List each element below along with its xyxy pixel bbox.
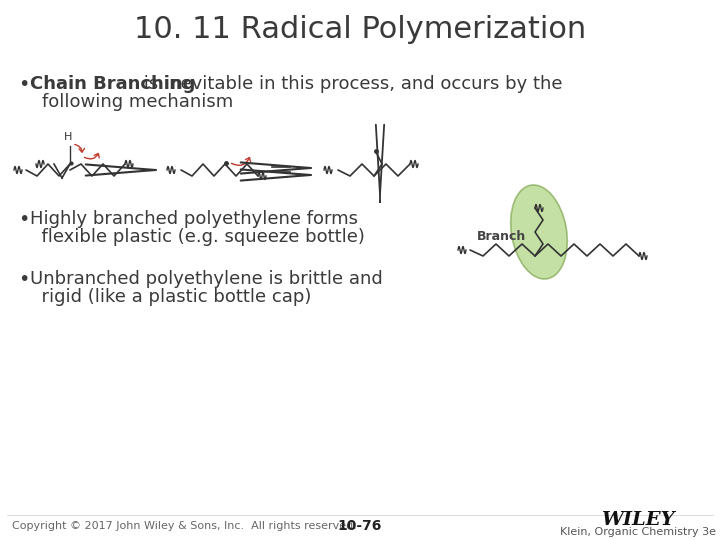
Text: following mechanism: following mechanism [42,93,233,111]
Text: Highly branched polyethylene forms: Highly branched polyethylene forms [30,210,358,228]
Text: Branch: Branch [477,231,526,244]
Text: rigid (like a plastic bottle cap): rigid (like a plastic bottle cap) [30,288,311,306]
Text: Unbranched polyethylene is brittle and: Unbranched polyethylene is brittle and [30,270,383,288]
Text: 10. 11 Radical Polymerization: 10. 11 Radical Polymerization [134,15,586,44]
Text: Chain Branching: Chain Branching [30,75,195,93]
Text: Copyright © 2017 John Wiley & Sons, Inc.  All rights reserved.: Copyright © 2017 John Wiley & Sons, Inc.… [12,521,357,531]
Text: •: • [18,210,30,229]
Text: flexible plastic (e.g. squeeze bottle): flexible plastic (e.g. squeeze bottle) [30,228,365,246]
Ellipse shape [510,185,567,279]
Text: •: • [18,270,30,289]
Text: •: • [18,75,30,94]
Text: Klein, Organic Chemistry 3e: Klein, Organic Chemistry 3e [560,527,716,537]
Text: is inevitable in this process, and occurs by the: is inevitable in this process, and occur… [138,75,562,93]
Text: 10-76: 10-76 [338,519,382,533]
Text: H: H [64,132,72,142]
Text: WILEY: WILEY [601,511,675,529]
